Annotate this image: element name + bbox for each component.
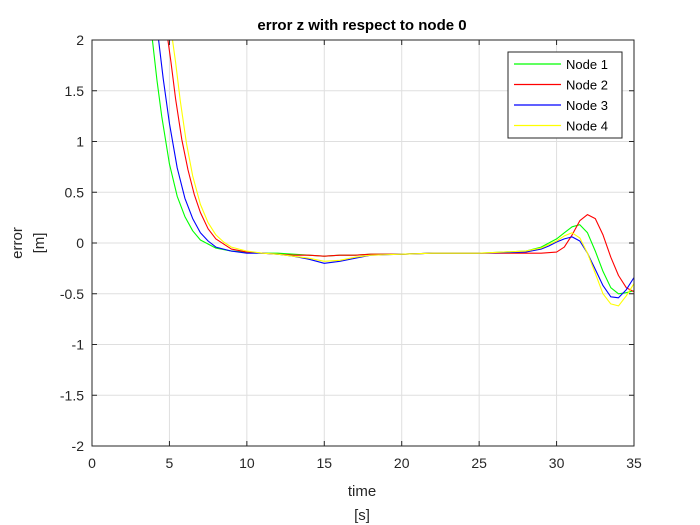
- y-tick-label: -2: [72, 438, 85, 454]
- y-tick-label: -0.5: [60, 286, 84, 302]
- y-axis-ticks: -2 -1.5 -1 -0.5 0 0.5 1 1.5 2: [60, 32, 634, 454]
- series-group: [151, 40, 634, 307]
- x-tick-label: 10: [239, 455, 255, 471]
- x-tick-label: 30: [549, 455, 565, 471]
- x-tick-label: 15: [316, 455, 332, 471]
- y-tick-label: -1: [72, 337, 85, 353]
- y-axis-label-line2: [m]: [31, 233, 48, 254]
- legend-label-1: Node 1: [566, 57, 608, 72]
- y-tick-label: 0.5: [65, 184, 85, 200]
- legend-label-2: Node 2: [566, 78, 608, 93]
- x-tick-label: 35: [626, 455, 642, 471]
- x-axis-label-line1: time: [348, 483, 376, 500]
- series-line-4: [171, 40, 634, 307]
- y-tick-label: 2: [76, 32, 84, 48]
- series-line-2: [167, 40, 634, 293]
- legend-box: [507, 51, 623, 139]
- x-tick-label: 0: [88, 455, 96, 471]
- x-axis-label-line2: [s]: [354, 507, 370, 524]
- x-tick-label: 20: [394, 455, 410, 471]
- y-axis-label-line1: error: [9, 227, 26, 259]
- legend-label-3: Node 3: [566, 98, 608, 113]
- y-tick-label: 1.5: [65, 83, 85, 99]
- y-tick-label: 1: [76, 134, 84, 150]
- x-axis-ticks: 0 5 10 15 20 25 30 35: [88, 40, 642, 471]
- legend-label-4: Node 4: [566, 119, 608, 134]
- legend: Node 1 Node 2 Node 3 Node 4: [507, 51, 623, 139]
- y-tick-label: 0: [76, 235, 84, 251]
- chart-title: error z with respect to node 0: [257, 17, 466, 34]
- y-tick-label: -1.5: [60, 387, 84, 403]
- x-tick-label: 5: [166, 455, 174, 471]
- x-tick-label: 25: [471, 455, 487, 471]
